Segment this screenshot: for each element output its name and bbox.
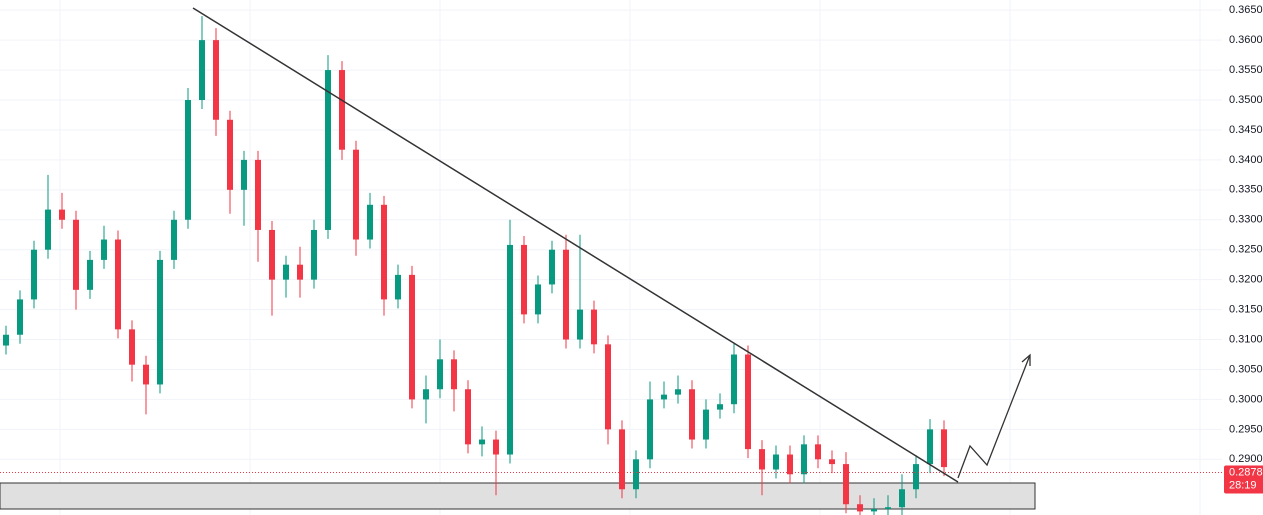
- y-tick-label: 0.3550: [1229, 64, 1263, 76]
- candle-body: [45, 209, 51, 250]
- candle-body: [605, 344, 611, 430]
- candle-body: [493, 439, 499, 455]
- projection-arrow: [957, 354, 1031, 479]
- candle-body: [353, 149, 359, 240]
- price-axis-bg: [1222, 0, 1263, 515]
- candle-body: [871, 509, 877, 512]
- candle-body: [171, 219, 177, 260]
- candle-body: [31, 249, 37, 300]
- candle-body: [675, 389, 681, 395]
- candle-body: [451, 359, 457, 390]
- candle-body: [703, 409, 709, 440]
- candle-body: [325, 70, 331, 230]
- last-price-label: 0.2878: [1229, 466, 1263, 478]
- trend-line: [192, 7, 959, 483]
- candle-body: [465, 389, 471, 445]
- candle-body: [521, 244, 527, 315]
- vertical-grid: [59, 0, 1201, 515]
- last-price-box: [1224, 465, 1263, 494]
- candle-body: [297, 264, 303, 280]
- candle-body: [745, 354, 751, 450]
- candle-body: [437, 359, 443, 390]
- candle-body: [773, 454, 779, 470]
- candle-body: [647, 399, 653, 460]
- candle-body: [927, 429, 933, 465]
- candle-body: [129, 329, 135, 365]
- candle-body: [689, 389, 695, 440]
- candle-body: [787, 454, 793, 475]
- candle-body: [381, 204, 387, 300]
- y-tick-label: 0.3650: [1229, 4, 1263, 16]
- candle-body: [563, 249, 569, 340]
- candle-body: [185, 100, 191, 220]
- candle-body: [857, 504, 863, 512]
- candle-body: [157, 259, 163, 385]
- y-tick-label: 0.3050: [1229, 363, 1263, 375]
- candle-body: [143, 364, 149, 385]
- candle-body: [619, 429, 625, 490]
- candle-body: [17, 299, 23, 335]
- candle-body: [59, 209, 65, 220]
- candle-body: [479, 439, 485, 445]
- candle-body: [409, 274, 415, 400]
- candle-body: [101, 239, 107, 260]
- candle-body: [115, 239, 121, 330]
- y-tick-label: 0.3300: [1229, 214, 1263, 226]
- candle-body: [339, 70, 345, 150]
- candle-body: [829, 459, 835, 465]
- support-zone: [0, 482, 1036, 510]
- candle-body: [367, 204, 373, 240]
- candle-body: [913, 464, 919, 490]
- candle-body: [731, 354, 737, 405]
- y-tick-label: 0.3400: [1229, 154, 1263, 166]
- y-tick-label: 0.3500: [1229, 94, 1263, 106]
- y-tick-label: 0.3100: [1229, 333, 1263, 345]
- candle-body: [199, 40, 205, 101]
- y-tick-label: 0.2900: [1229, 453, 1263, 465]
- candle-body: [815, 444, 821, 460]
- candle-body: [395, 274, 401, 300]
- candle-body: [227, 119, 233, 190]
- candle-body: [535, 284, 541, 315]
- y-tick-label: 0.3450: [1229, 124, 1263, 136]
- candle-body: [717, 404, 723, 410]
- candle-body: [241, 159, 247, 190]
- y-tick-label: 0.3000: [1229, 393, 1263, 405]
- candle-body: [213, 40, 219, 120]
- candle-body: [885, 507, 891, 510]
- candle-body: [311, 229, 317, 280]
- candle-body: [283, 264, 289, 280]
- candle-body: [591, 309, 597, 345]
- y-tick-label: 0.2950: [1229, 423, 1263, 435]
- candle-body: [423, 389, 429, 400]
- candle-body: [661, 394, 667, 400]
- candle-body: [549, 249, 555, 285]
- y-tick-label: 0.3150: [1229, 304, 1263, 316]
- y-tick-label: 0.3200: [1229, 274, 1263, 286]
- candle-body: [255, 159, 261, 230]
- y-tick-label: 0.3600: [1229, 34, 1263, 46]
- y-tick-label: 0.3350: [1229, 184, 1263, 196]
- candle-body: [73, 219, 79, 290]
- candle-body: [633, 459, 639, 490]
- candle-body: [843, 464, 849, 505]
- arrow-head: [1021, 353, 1031, 366]
- candle-body: [87, 259, 93, 290]
- candle-body: [577, 309, 583, 340]
- candle-body: [801, 444, 807, 475]
- candle-body: [269, 229, 275, 280]
- candle-body: [899, 489, 905, 508]
- countdown-label: 28:19: [1229, 479, 1257, 491]
- candle-body: [3, 334, 9, 346]
- candle-body: [507, 244, 513, 455]
- y-tick-label: 0.3250: [1229, 244, 1263, 256]
- candle-body: [759, 449, 765, 470]
- candle-body: [941, 429, 947, 468]
